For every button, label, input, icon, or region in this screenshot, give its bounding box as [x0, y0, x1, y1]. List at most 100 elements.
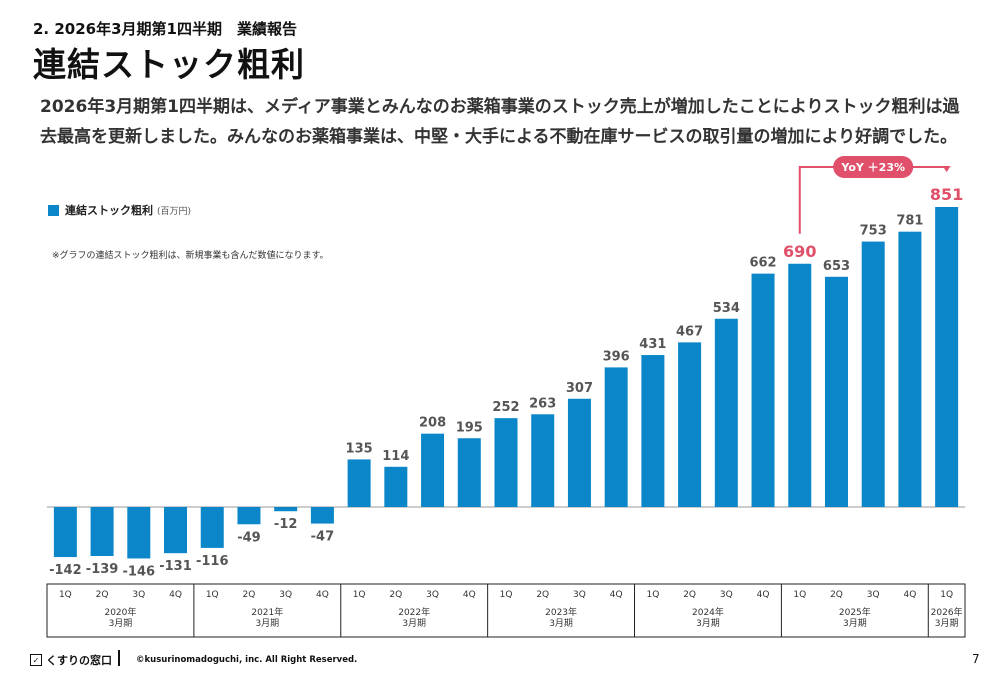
chart-legend: 連結ストック粗利 (百万円): [48, 202, 191, 218]
bar: [567, 398, 591, 507]
year-label: 2025年 3月期: [839, 606, 871, 629]
logo-mark-icon: ✓: [30, 654, 42, 666]
data-label: -12: [274, 517, 298, 532]
quarter-label: 3Q: [720, 590, 733, 600]
quarter-label: 2Q: [96, 590, 109, 600]
bar: [457, 438, 481, 507]
quarter-label: 2Q: [536, 590, 549, 600]
data-label: -142: [49, 563, 82, 578]
year-label-line: 2023年: [545, 606, 577, 618]
year-label: 2021年 3月期: [251, 606, 283, 629]
bar: [604, 367, 628, 507]
data-label: -49: [237, 530, 261, 545]
bar: [898, 231, 922, 507]
bar: [421, 433, 445, 507]
year-label: 2024年 3月期: [692, 606, 724, 629]
quarter-label: 3Q: [426, 590, 439, 600]
bar: [347, 459, 371, 507]
data-label: 851: [930, 185, 963, 204]
quarter-label: 4Q: [904, 590, 917, 600]
quarter-label: 2Q: [243, 590, 256, 600]
yoy-badge: [833, 156, 914, 178]
year-label-line: 3月期: [402, 618, 426, 629]
category-table: [46, 583, 966, 638]
bar: [494, 418, 518, 507]
quarter-label: 3Q: [867, 590, 880, 600]
quarter-label: 4Q: [316, 590, 329, 600]
year-label: 2023年 3月期: [545, 606, 577, 629]
bar: [127, 507, 151, 559]
quarter-label: 2Q: [830, 590, 843, 600]
data-label: 431: [639, 337, 666, 352]
year-label: 2026年 3月期: [931, 606, 963, 629]
bar: [531, 414, 555, 507]
legend-label: 連結ストック粗利: [65, 204, 153, 217]
bar: [384, 466, 408, 507]
data-label: 781: [896, 214, 923, 229]
footer-divider: [118, 650, 120, 666]
company-logo: ✓ くすりの窓口: [30, 652, 112, 668]
quarter-label: 3Q: [132, 590, 145, 600]
quarter-label: 2Q: [683, 590, 696, 600]
quarter-label: 1Q: [793, 590, 806, 600]
year-label-line: 2024年: [692, 606, 724, 618]
quarter-label: 1Q: [940, 590, 953, 600]
year-label-line: 2021年: [251, 606, 283, 618]
data-label: -146: [123, 564, 156, 579]
page-number: 7: [972, 652, 980, 666]
quarter-label: 4Q: [610, 590, 623, 600]
data-label: 534: [713, 301, 740, 316]
bar: [164, 507, 188, 554]
section-heading: 2. 2026年3月期第1四半期 業績報告: [33, 20, 297, 38]
data-label: 662: [749, 256, 776, 271]
bar: [641, 355, 665, 507]
data-label: 467: [676, 324, 703, 339]
legend-unit: (百万円): [157, 206, 192, 217]
data-label: 690: [783, 242, 816, 261]
quarter-label: 2Q: [389, 590, 402, 600]
bar: [935, 207, 959, 507]
data-label: 263: [529, 396, 556, 411]
logo-text: くすりの窓口: [46, 654, 112, 667]
bar: [751, 273, 775, 507]
year-label-line: 3月期: [549, 618, 573, 629]
yoy-arrow-icon: [942, 166, 951, 172]
quarter-label: 1Q: [500, 590, 513, 600]
data-label: 252: [492, 400, 519, 415]
quarter-label: 1Q: [646, 590, 659, 600]
quarter-label: 1Q: [206, 590, 219, 600]
bar: [824, 276, 848, 507]
data-label: 135: [346, 441, 373, 456]
quarter-label: 3Q: [279, 590, 292, 600]
bar: [310, 507, 334, 524]
year-label-line: 3月期: [696, 618, 720, 629]
bar: [861, 241, 885, 507]
year-label-line: 3月期: [843, 618, 867, 629]
quarter-label: 4Q: [757, 590, 770, 600]
data-label: -131: [159, 559, 192, 574]
yoy-text: YoY ＋23%: [840, 161, 905, 174]
data-label: -116: [196, 554, 229, 569]
bar: [53, 507, 77, 558]
quarter-label: 1Q: [353, 590, 366, 600]
year-label-line: 2022年: [398, 606, 430, 618]
bar: [714, 318, 738, 507]
year-label-line: 2020年: [104, 606, 136, 618]
bar: [90, 507, 114, 557]
data-label: -139: [86, 562, 119, 577]
data-label: 195: [456, 420, 483, 435]
bar: [678, 342, 702, 507]
year-label: 2022年 3月期: [398, 606, 430, 629]
legend-swatch: [48, 204, 59, 216]
data-label: 208: [419, 416, 446, 431]
bar: [200, 507, 224, 548]
bar: [237, 507, 261, 525]
description-text: 2026年3月期第1四半期は、メディア事業とみんなのお薬箱事業のストック売上が増…: [40, 97, 960, 147]
data-label: 396: [603, 349, 630, 364]
data-label: 753: [860, 224, 887, 239]
year-label-line: 2025年: [839, 606, 871, 618]
copyright-text: ©kusurinomadoguchi, inc. All Right Reser…: [136, 655, 358, 665]
quarter-label: 1Q: [59, 590, 72, 600]
data-label: 653: [823, 259, 850, 274]
